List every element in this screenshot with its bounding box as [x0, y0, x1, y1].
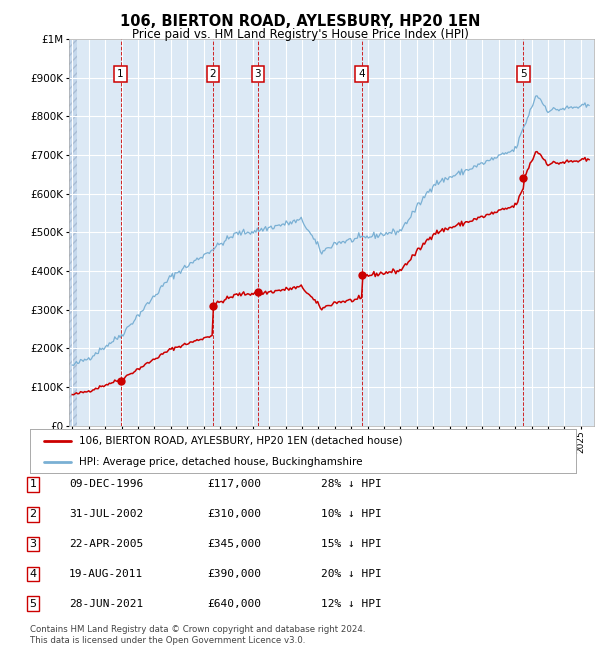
Text: £345,000: £345,000	[207, 539, 261, 549]
Text: £640,000: £640,000	[207, 599, 261, 609]
Text: Contains HM Land Registry data © Crown copyright and database right 2024.
This d: Contains HM Land Registry data © Crown c…	[30, 625, 365, 645]
Text: 5: 5	[29, 599, 37, 609]
Text: Price paid vs. HM Land Registry's House Price Index (HPI): Price paid vs. HM Land Registry's House …	[131, 28, 469, 41]
Text: 28% ↓ HPI: 28% ↓ HPI	[321, 479, 382, 489]
Text: 09-DEC-1996: 09-DEC-1996	[69, 479, 143, 489]
Text: 106, BIERTON ROAD, AYLESBURY, HP20 1EN (detached house): 106, BIERTON ROAD, AYLESBURY, HP20 1EN (…	[79, 436, 403, 446]
Text: 10% ↓ HPI: 10% ↓ HPI	[321, 509, 382, 519]
Text: 12% ↓ HPI: 12% ↓ HPI	[321, 599, 382, 609]
Bar	[69, 39, 77, 426]
Text: £310,000: £310,000	[207, 509, 261, 519]
Text: 5: 5	[520, 69, 527, 79]
Text: 2: 2	[210, 69, 217, 79]
Text: 1: 1	[117, 69, 124, 79]
Text: 20% ↓ HPI: 20% ↓ HPI	[321, 569, 382, 579]
Text: 28-JUN-2021: 28-JUN-2021	[69, 599, 143, 609]
Text: 1: 1	[29, 479, 37, 489]
Text: HPI: Average price, detached house, Buckinghamshire: HPI: Average price, detached house, Buck…	[79, 457, 362, 467]
Text: 3: 3	[254, 69, 261, 79]
Text: 22-APR-2005: 22-APR-2005	[69, 539, 143, 549]
Text: 3: 3	[29, 539, 37, 549]
Text: 15% ↓ HPI: 15% ↓ HPI	[321, 539, 382, 549]
Text: £390,000: £390,000	[207, 569, 261, 579]
Text: £117,000: £117,000	[207, 479, 261, 489]
Text: 106, BIERTON ROAD, AYLESBURY, HP20 1EN: 106, BIERTON ROAD, AYLESBURY, HP20 1EN	[120, 14, 480, 29]
Text: 19-AUG-2011: 19-AUG-2011	[69, 569, 143, 579]
Text: 31-JUL-2002: 31-JUL-2002	[69, 509, 143, 519]
Text: 4: 4	[29, 569, 37, 579]
Text: 2: 2	[29, 509, 37, 519]
Text: 4: 4	[358, 69, 365, 79]
